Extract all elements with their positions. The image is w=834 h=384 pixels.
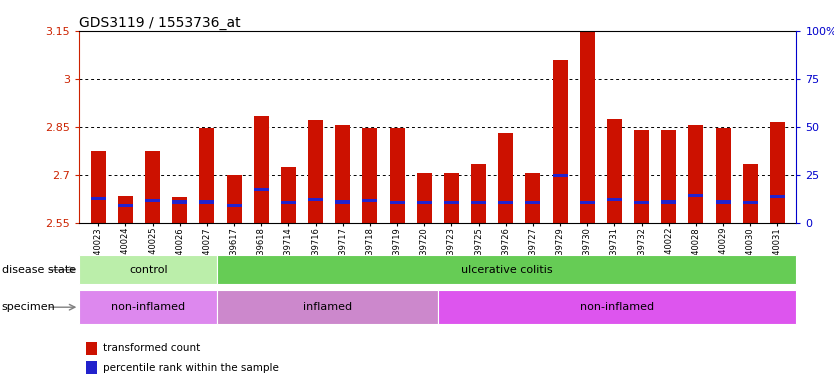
Bar (173, 197, 187, 223)
Bar (363, 199, 378, 202)
Bar (634, 201, 649, 204)
Text: non-inflamed: non-inflamed (580, 302, 654, 312)
Text: control: control (129, 265, 168, 275)
Bar (389, 201, 404, 204)
Bar (91, 151, 106, 223)
Bar (743, 164, 758, 223)
Bar (308, 120, 323, 223)
Text: ulcerative colitis: ulcerative colitis (461, 265, 553, 275)
Text: transformed count: transformed count (103, 343, 200, 354)
Bar (661, 200, 676, 204)
Bar (716, 128, 731, 223)
Bar (335, 200, 350, 204)
Bar (607, 119, 622, 223)
Bar (689, 125, 703, 223)
Bar (444, 173, 459, 223)
Text: non-inflamed: non-inflamed (111, 302, 185, 312)
Bar (199, 128, 214, 223)
Bar (553, 174, 568, 177)
Bar (254, 116, 269, 223)
Bar (471, 164, 486, 223)
Bar (498, 201, 513, 204)
Bar (217, 255, 796, 284)
Bar (79, 255, 217, 284)
Bar (438, 290, 796, 324)
Bar (173, 200, 187, 204)
Bar (417, 173, 432, 223)
Bar (498, 133, 513, 223)
Bar (634, 130, 649, 223)
Bar (770, 195, 785, 198)
Bar (91, 197, 106, 200)
Bar (770, 122, 785, 223)
Bar (281, 201, 296, 204)
Bar (118, 195, 133, 223)
Bar (145, 199, 160, 202)
Bar (87, 361, 97, 374)
Bar (444, 201, 459, 204)
Bar (335, 125, 350, 223)
Bar (308, 198, 323, 201)
Bar (199, 200, 214, 204)
Bar (389, 128, 404, 223)
Bar (607, 198, 622, 201)
Bar (689, 194, 703, 197)
Bar (87, 342, 97, 355)
Bar (525, 201, 540, 204)
Bar (227, 204, 242, 207)
Bar (553, 60, 568, 223)
Bar (227, 175, 242, 223)
Bar (417, 201, 432, 204)
Text: percentile rank within the sample: percentile rank within the sample (103, 362, 279, 373)
Bar (471, 201, 486, 204)
Text: disease state: disease state (2, 265, 76, 275)
Text: inflamed: inflamed (303, 302, 352, 312)
Bar (217, 290, 438, 324)
Bar (281, 167, 296, 223)
Text: GDS3119 / 1553736_at: GDS3119 / 1553736_at (79, 16, 241, 30)
Bar (743, 201, 758, 204)
Bar (363, 128, 378, 223)
Bar (525, 173, 540, 223)
Bar (79, 290, 217, 324)
Bar (145, 151, 160, 223)
Bar (254, 188, 269, 191)
Bar (580, 201, 595, 204)
Bar (580, 31, 595, 223)
Bar (661, 130, 676, 223)
Bar (716, 200, 731, 204)
Text: specimen: specimen (2, 302, 55, 312)
Bar (118, 204, 133, 207)
